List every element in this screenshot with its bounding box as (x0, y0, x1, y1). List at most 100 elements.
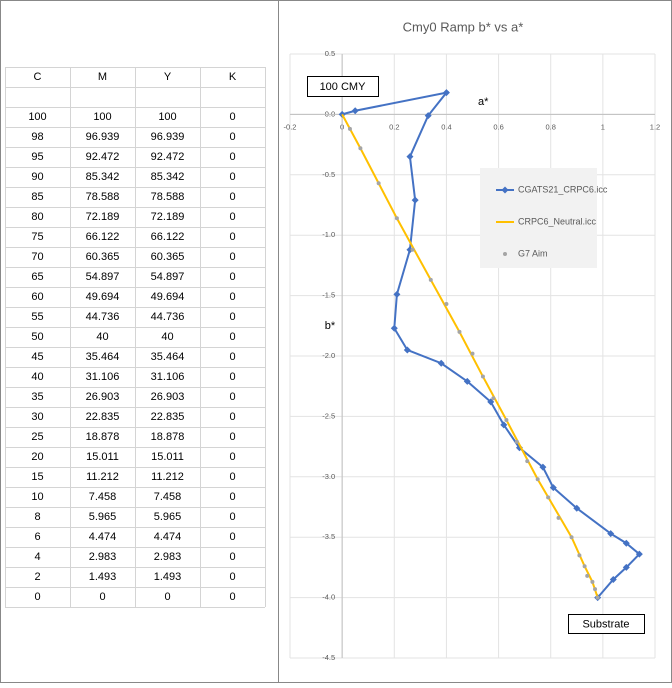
table-cell: 45 (31, 351, 43, 363)
y-tick-label: 0.5 (325, 49, 335, 58)
legend (480, 168, 597, 268)
table-cell: 0 (229, 431, 235, 443)
table-cell: 0 (229, 311, 235, 323)
table-cell: 0 (229, 191, 235, 203)
table-cell: 49.694 (151, 291, 185, 303)
table-cell: 30 (31, 411, 43, 423)
chart-title: Cmy0 Ramp b* vs a* (403, 19, 524, 34)
marker (406, 153, 414, 161)
series-line (341, 91, 641, 599)
legend-label: G7 Aim (518, 248, 548, 258)
table-cell: 18.878 (151, 431, 185, 443)
table-cell: 20 (31, 451, 43, 463)
table-cell: 75 (31, 231, 43, 243)
marker (487, 398, 495, 406)
table-cell: 85.342 (151, 171, 185, 183)
table-cell: 0 (229, 171, 235, 183)
table-cell: 92.472 (86, 151, 120, 163)
marker (622, 539, 630, 547)
table-cell: 80 (31, 211, 43, 223)
x-tick-label: 0.2 (389, 122, 399, 131)
legend-label: CRPC6_Neutral.icc (518, 216, 597, 226)
table-cell: 11.212 (151, 471, 184, 483)
y-tick-label: -3.5 (322, 532, 335, 541)
table-cell: 26.903 (151, 391, 185, 403)
marker (539, 463, 547, 471)
marker (585, 573, 590, 578)
table-cell: 0 (229, 271, 235, 283)
x-tick-label: -0.2 (284, 122, 297, 131)
table-cell: 15 (31, 471, 43, 483)
marker (593, 587, 598, 592)
annotation: 100 CMY (320, 81, 367, 93)
table-cell: 18.878 (86, 431, 120, 443)
y-tick-label: -1.0 (322, 230, 335, 239)
table-cell: 1.493 (89, 571, 117, 583)
marker (609, 575, 617, 583)
table-cell: 0 (229, 251, 235, 263)
table-cell: 66.122 (151, 231, 185, 243)
table-cell: 0 (229, 591, 235, 603)
column-header: K (229, 71, 237, 83)
table-cell: 0 (229, 531, 235, 543)
marker (376, 181, 381, 186)
annotation-box (568, 614, 645, 634)
table-cell: 78.588 (151, 191, 185, 203)
annotation: Substrate (582, 618, 629, 630)
table-cell: 85 (31, 191, 43, 203)
marker (595, 595, 600, 600)
table-cell: 5.965 (154, 511, 182, 523)
marker (590, 579, 595, 584)
marker (457, 329, 462, 334)
table-cell: 65 (31, 271, 43, 283)
marker (390, 324, 398, 332)
marker (480, 374, 485, 379)
table-cell: 44.736 (151, 311, 185, 323)
table-cell: 4 (34, 551, 40, 563)
table-cell: 98 (31, 131, 43, 143)
marker (635, 550, 643, 558)
table-cell: 50 (31, 331, 43, 343)
marker (500, 421, 508, 429)
table-cell: 0 (229, 551, 235, 563)
table-cell: 72.189 (151, 211, 185, 223)
table-cell: 35 (31, 391, 43, 403)
x-tick-label: 1 (601, 122, 605, 131)
legend-label: CGATS21_CRPC6.icc (518, 184, 608, 194)
marker (358, 146, 363, 151)
x-tick-label: 1.2 (650, 122, 660, 131)
marker (514, 439, 519, 444)
table-cell: 0 (229, 151, 235, 163)
table-cell: 0 (229, 371, 235, 383)
table-cell: 2.983 (89, 551, 117, 563)
table-cell: 4.474 (154, 531, 182, 543)
table-cell: 25 (31, 431, 43, 443)
table-cell: 40 (31, 371, 43, 383)
table-cell: 60.365 (86, 251, 120, 263)
table-cell: 0 (229, 411, 235, 423)
column-header: Y (164, 71, 172, 83)
table-cell: 0 (229, 351, 235, 363)
marker (535, 477, 540, 482)
table-cell: 100 (28, 111, 46, 123)
table-cell: 54.897 (151, 271, 185, 283)
marker (437, 359, 445, 367)
plot: -0.200.20.40.60.811.20.50.0-0.5-1.0-1.5-… (284, 49, 661, 662)
table-cell: 0 (34, 591, 40, 603)
table-cell: 100 (158, 111, 176, 123)
marker (351, 107, 359, 115)
table-cell: 22.835 (86, 411, 120, 423)
marker (607, 530, 615, 538)
table-cell: 7.458 (89, 491, 117, 503)
marker (393, 290, 401, 298)
legend-swatch (503, 252, 507, 256)
y-tick-label: -3.0 (322, 472, 335, 481)
table-cell: 100 (93, 111, 111, 123)
table-cell: 0 (229, 331, 235, 343)
marker (394, 216, 399, 221)
table-cell: 0 (229, 211, 235, 223)
table-cell: 60.365 (151, 251, 185, 263)
table-cell: 7.458 (154, 491, 182, 503)
